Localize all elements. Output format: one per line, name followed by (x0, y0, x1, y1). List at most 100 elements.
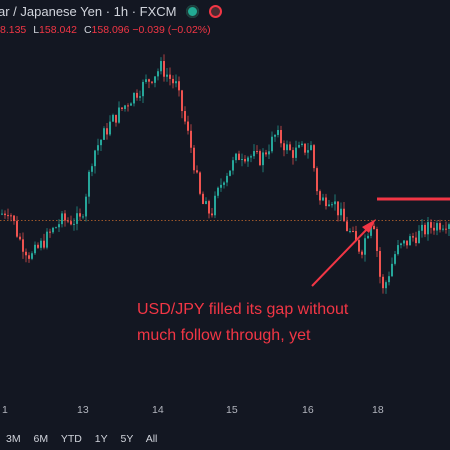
candle-down (178, 81, 180, 91)
candle-down (325, 197, 327, 207)
candle-up (436, 223, 438, 231)
candle-up (421, 224, 423, 231)
candle-down (433, 227, 435, 231)
candle-up (235, 153, 237, 161)
candle-up (271, 136, 273, 152)
candle-down (238, 153, 240, 160)
range-3m-button[interactable]: 3M (6, 433, 21, 445)
candle-up (442, 228, 444, 230)
candle-up (385, 282, 387, 289)
candle-up (232, 160, 234, 171)
candle-down (445, 228, 447, 230)
candle-down (148, 79, 150, 82)
candle-down (406, 240, 408, 246)
annotation-line-1: USD/JPY filled its gap without (137, 301, 349, 318)
range-5y-button[interactable]: 5Y (120, 433, 134, 445)
candle-down (163, 61, 165, 77)
candle-up (142, 81, 144, 97)
candle-down (439, 223, 441, 230)
candle-down (172, 78, 174, 84)
annotation-arrow-shaft (311, 225, 371, 287)
range-6m-button[interactable]: 6M (33, 433, 49, 445)
candle-up (145, 79, 147, 82)
symbol-title[interactable]: ar / Japanese Yen · 1h · FXCM (0, 4, 177, 19)
candle-down (184, 111, 186, 122)
candle-up (349, 231, 351, 233)
range-1y-button[interactable]: 1Y (94, 433, 108, 445)
candle-up (307, 150, 309, 153)
candle-up (331, 204, 333, 206)
candle-down (127, 105, 129, 107)
candle-down (244, 159, 246, 162)
candle-down (259, 151, 261, 166)
candle-down (79, 213, 81, 217)
candle-up (403, 240, 405, 244)
candle-down (19, 236, 21, 240)
candle-down (283, 143, 285, 151)
candle-up (214, 195, 216, 216)
candle-up (262, 152, 264, 166)
candle-up (109, 121, 111, 135)
candle-down (424, 224, 426, 235)
time-axis-label: 15 (226, 404, 238, 416)
candle-down (16, 221, 18, 237)
candle-down (313, 145, 315, 169)
candle-down (28, 255, 30, 259)
candle-up (295, 147, 297, 158)
close-value: 158.096 (91, 24, 130, 36)
candle-down (304, 143, 306, 153)
candle-down (379, 250, 381, 277)
candle-down (346, 221, 348, 232)
ohlc-readout: 8.135 L158.042 C158.096 −0.039 (−0.02%) (0, 24, 211, 36)
candle-down (43, 240, 45, 248)
candle-up (1, 213, 3, 215)
candle-up (268, 151, 270, 155)
candle-down (187, 121, 189, 131)
candle-up (58, 224, 60, 228)
range-ytd-button[interactable]: YTD (60, 433, 82, 445)
candle-up (94, 150, 96, 167)
candle-up (34, 244, 36, 254)
candle-up (391, 263, 393, 277)
annotation-line-2: much follow through, yet (137, 327, 311, 344)
candle-up (100, 139, 102, 146)
candle-up (427, 222, 429, 235)
candle-up (370, 225, 372, 236)
candle-up (394, 254, 396, 264)
candle-down (343, 208, 345, 222)
candle-down (64, 213, 66, 221)
change-value: −0.039 (−0.02%) (132, 24, 211, 36)
candle-down (10, 215, 12, 217)
candles-group (1, 54, 450, 294)
candle-down (49, 231, 51, 233)
candle-up (73, 223, 75, 225)
market-open-status-icon[interactable] (186, 5, 200, 18)
candle-down (415, 237, 417, 244)
candle-up (76, 213, 78, 224)
alert-status-icon[interactable] (208, 5, 222, 18)
candle-up (322, 197, 324, 201)
candle-down (199, 172, 201, 194)
candle-up (157, 71, 159, 77)
candle-up (310, 145, 312, 151)
candle-down (280, 130, 282, 144)
time-axis-label: 16 (302, 404, 314, 416)
range-selector: 3M 6M YTD 1Y 5Y All (6, 433, 167, 445)
candle-up (253, 151, 255, 157)
chart-header: ar / Japanese Yen · 1h · FXCM (0, 4, 222, 20)
candle-down (373, 225, 375, 230)
candle-up (154, 76, 156, 83)
candle-down (37, 244, 39, 248)
time-axis-label: 18 (372, 404, 384, 416)
annotation-arrow-head (362, 219, 376, 233)
time-axis-label: 1 (2, 404, 8, 416)
candle-up (97, 145, 99, 151)
candle-up (328, 204, 330, 207)
range-all-button[interactable]: All (145, 433, 158, 445)
candle-down (202, 193, 204, 205)
candle-down (70, 221, 72, 225)
candle-up (250, 156, 252, 158)
candle-down (412, 236, 414, 238)
candle-up (139, 96, 141, 98)
